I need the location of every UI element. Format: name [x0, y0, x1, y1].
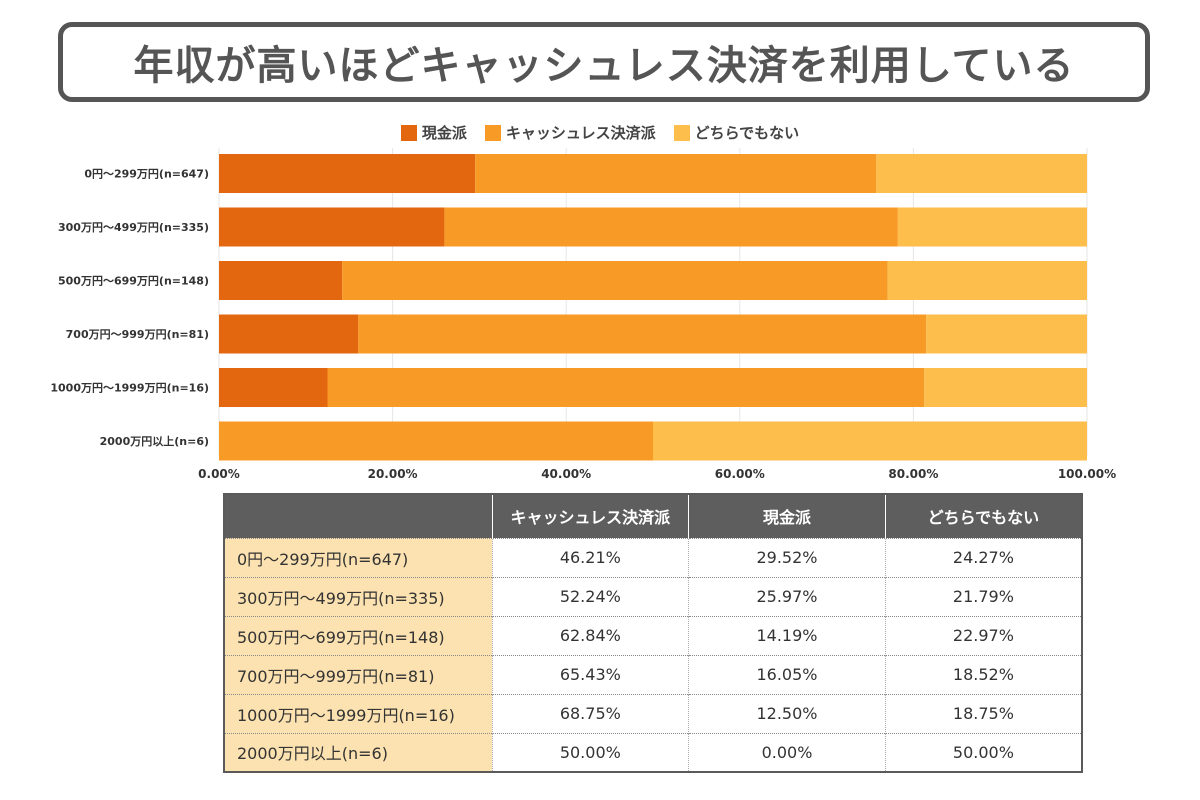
bar-segment-cashless	[358, 314, 927, 354]
table-header-row: キャッシュレス決済派 現金派 どちらでもない	[224, 494, 1082, 538]
table-row: 1000万円〜1999万円(n=16) 68.75% 12.50% 18.75%	[224, 693, 1082, 733]
x-tick-label: 20.00%	[368, 467, 418, 481]
legend-label-neither: どちらでもない	[694, 124, 800, 142]
chart-legend: 現金派 キャッシュレス決済派 どちらでもない	[0, 122, 1200, 143]
table-cell: 65.43%	[491, 654, 689, 694]
bar-segment-neither	[897, 207, 1087, 247]
category-label: 500万円〜699万円(n=148)	[58, 275, 209, 288]
table-header-corner	[224, 494, 492, 538]
bar-segment-cash	[219, 261, 343, 300]
x-tick-label: 60.00%	[715, 467, 765, 481]
table-row-label: 500万円〜699万円(n=148)	[224, 615, 492, 655]
legend-item-neither: どちらでもない	[673, 122, 800, 143]
table-cell: 46.21%	[491, 537, 689, 577]
table-row: 2000万円以上(n=6) 50.00% 0.00% 50.00%	[224, 732, 1082, 772]
bar-segment-neither	[653, 421, 1087, 461]
bar-segment-cash	[219, 207, 445, 247]
category-label: 700万円〜999万円(n=81)	[66, 328, 209, 341]
table-cell: 29.52%	[688, 537, 886, 577]
table-cell: 16.05%	[688, 654, 886, 694]
table-row: 700万円〜999万円(n=81) 65.43% 16.05% 18.52%	[224, 654, 1082, 694]
table-header-neither: どちらでもない	[884, 494, 1082, 538]
table-cell: 24.27%	[884, 537, 1082, 577]
table-cell: 18.75%	[884, 693, 1082, 733]
table-cell: 21.79%	[884, 576, 1082, 616]
table-cell: 0.00%	[688, 732, 886, 772]
table-cell: 68.75%	[491, 693, 689, 733]
x-tick-label: 40.00%	[541, 467, 591, 481]
table-header-cashless: キャッシュレス決済派	[491, 494, 689, 538]
x-tick-label: 100.00%	[1058, 467, 1116, 481]
table-row: 500万円〜699万円(n=148) 62.84% 14.19% 22.97%	[224, 615, 1082, 655]
table-cell: 14.19%	[688, 615, 886, 655]
bar-segment-cash	[219, 314, 359, 354]
category-label: 1000万円〜1999万円(n=16)	[50, 382, 209, 395]
table-cell: 52.24%	[491, 576, 689, 616]
legend-label-cashless: キャッシュレス決済派	[505, 124, 656, 142]
page-title: 年収が高いほどキャッシュレス決済を利用している	[133, 43, 1075, 89]
bar-segment-neither	[876, 154, 1087, 193]
table-row-label: 700万円〜999万円(n=81)	[224, 654, 492, 694]
x-tick-label: 0.00%	[198, 467, 240, 481]
table-header-cash: 現金派	[688, 494, 886, 538]
bar-segment-cash	[219, 154, 476, 193]
bar-segment-cash	[219, 368, 328, 407]
table-row-label: 300万円〜499万円(n=335)	[224, 576, 492, 616]
category-label: 300万円〜499万円(n=335)	[58, 221, 209, 234]
table-cell: 62.84%	[491, 615, 689, 655]
bar-segment-cashless	[219, 421, 653, 461]
table-cell: 18.52%	[884, 654, 1082, 694]
category-label: 0円〜299万円(n=647)	[84, 168, 209, 181]
legend-swatch-cash	[400, 124, 417, 141]
bar-segment-cashless	[475, 154, 877, 193]
legend-label-cash: 現金派	[421, 124, 467, 142]
table-cell: 50.00%	[884, 732, 1082, 772]
title-box: 年収が高いほどキャッシュレス決済を利用している	[58, 22, 1150, 102]
category-label: 2000万円以上(n=6)	[100, 434, 209, 448]
table-row-label: 1000万円〜1999万円(n=16)	[224, 693, 492, 733]
x-tick-label: 80.00%	[888, 467, 938, 481]
bar-segment-neither	[924, 368, 1087, 407]
table-row-label: 2000万円以上(n=6)	[224, 732, 492, 772]
legend-item-cashless: キャッシュレス決済派	[484, 122, 656, 143]
bar-segment-neither	[887, 261, 1087, 300]
bar-segment-cashless	[342, 261, 888, 300]
legend-swatch-neither	[673, 124, 690, 141]
table-cell: 22.97%	[884, 615, 1082, 655]
table-row: 300万円〜499万円(n=335) 52.24% 25.97% 21.79%	[224, 576, 1082, 616]
data-table: キャッシュレス決済派 現金派 どちらでもない 0円〜299万円(n=647) 4…	[223, 493, 1083, 773]
legend-swatch-cashless	[484, 124, 501, 141]
table-cell: 25.97%	[688, 576, 886, 616]
legend-item-cash: 現金派	[400, 122, 467, 143]
bar-segment-neither	[926, 314, 1087, 354]
stacked-bar-chart: 0円〜299万円(n=647) 300万円〜499万円(n=335) 500万円〜6…	[50, 148, 1116, 481]
table-cell: 50.00%	[491, 732, 689, 772]
bar-segment-cashless	[327, 368, 925, 407]
table-cell: 12.50%	[688, 693, 886, 733]
bar-segment-cashless	[444, 207, 898, 247]
table-row-label: 0円〜299万円(n=647)	[224, 537, 492, 577]
table-row: 0円〜299万円(n=647) 46.21% 29.52% 24.27%	[224, 537, 1082, 577]
